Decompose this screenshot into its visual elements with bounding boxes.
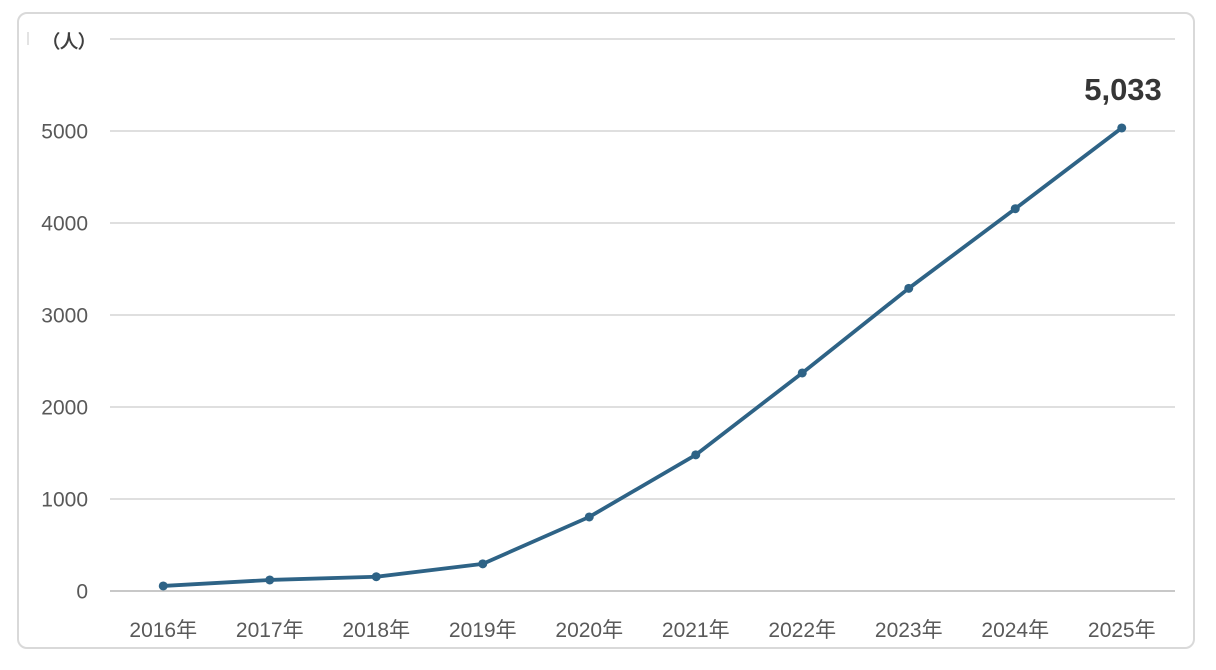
x-tick-label: 2024年 <box>981 619 1049 642</box>
y-axis-unit-label: （人） <box>42 32 96 52</box>
x-tick-label: 2016年 <box>129 619 197 642</box>
data-point-marker <box>371 572 381 582</box>
data-point-marker <box>904 283 914 293</box>
x-tick-label: 2018年 <box>342 619 410 642</box>
chart-border-frame <box>17 12 1195 649</box>
data-point-marker <box>1117 123 1127 133</box>
x-tick-label: 2021年 <box>662 619 730 642</box>
x-tick-label: 2022年 <box>768 619 836 642</box>
y-tick-label: 0 <box>76 581 88 604</box>
y-tick-label: 3000 <box>41 305 88 328</box>
y-tick-label: 2000 <box>41 397 88 420</box>
data-point-marker <box>1010 204 1020 214</box>
x-tick-label: 2023年 <box>875 619 943 642</box>
data-point-marker <box>478 559 488 569</box>
y-tick-label: 4000 <box>41 213 88 236</box>
x-tick-label: 2019年 <box>449 619 517 642</box>
y-tick-label: 1000 <box>41 489 88 512</box>
data-point-marker <box>584 512 594 522</box>
y-axis-tick-mark <box>27 32 29 45</box>
y-tick-label: 5000 <box>41 121 88 144</box>
data-point-marker <box>158 581 168 591</box>
x-tick-label: 2017年 <box>236 619 304 642</box>
data-point-marker <box>265 575 275 585</box>
series-line <box>161 126 1124 588</box>
data-point-marker <box>691 450 701 460</box>
x-tick-label: 2020年 <box>555 619 623 642</box>
x-tick-label: 2025年 <box>1088 619 1156 642</box>
data-point-value-label: 5,033 <box>1084 72 1162 107</box>
data-point-marker <box>797 368 807 378</box>
